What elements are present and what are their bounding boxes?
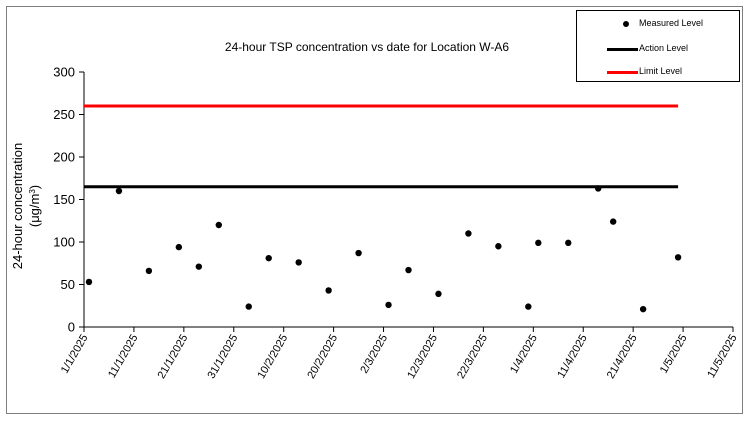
data-point [535,239,542,247]
y-tick-label: 250 [53,107,75,122]
y-tick-label: 50 [61,277,75,292]
x-tick-label: 11/5/2025 [705,333,739,381]
y-axis-title-line1: 24-hour concentration [10,143,25,269]
y-tick-label: 0 [68,320,75,335]
x-tick-label: 22/3/2025 [455,333,490,381]
data-point [195,263,203,270]
legend-line-marker [607,48,638,51]
x-tick-label: 10/2/2025 [255,333,290,381]
legend-dot-marker [623,21,629,27]
data-point [674,254,682,261]
data-point [405,266,412,274]
legend-item-measured: Measured Level [577,17,739,31]
data-point [145,267,153,275]
y-tick-label: 100 [53,235,75,250]
x-tick-label: 2/3/2025 [358,333,390,376]
legend-item-limit: Limit Level [577,65,739,79]
data-point [355,249,362,257]
data-point [215,221,222,229]
data-point [325,287,332,294]
x-tick-label: 1/1/2025 [59,333,91,376]
data-point [495,243,502,250]
data-point [295,259,302,266]
legend-label: Limit Level [639,66,683,76]
y-tick-label: 150 [53,192,75,207]
legend-label: Action Level [639,43,689,53]
legend-item-action: Action Level [577,42,739,56]
data-point [265,254,272,262]
data-point [85,278,93,286]
y-tick-label: 300 [53,65,75,80]
x-tick-label: 11/4/2025 [555,333,589,381]
chart-title: 24-hour TSP concentration vs date for Lo… [225,40,509,54]
x-tick-label: 21/4/2025 [605,333,640,381]
x-tick-label: 1/5/2025 [658,333,690,376]
data-point [639,305,647,313]
y-axis-title: 24-hour concentration (μg/m3) [10,143,42,269]
legend: Measured Level Action Level Limit Level [576,10,740,82]
data-point [609,218,617,225]
y-tick-label: 200 [53,150,75,165]
data-point [465,230,472,237]
y-axis-title-line2: (μg/m3) [27,185,42,227]
legend-label: Measured Level [639,18,704,28]
x-tick-label: 21/1/2025 [156,333,191,381]
x-tick-label: 20/2/2025 [305,333,340,381]
data-point [115,187,123,195]
data-point [435,290,442,298]
x-tick-label: 12/3/2025 [405,333,440,381]
data-point [245,303,252,310]
data-point [385,301,392,309]
data-point [565,239,572,247]
data-point [525,303,532,310]
plot-area: 0 50 100 150 200 250 300 1/1/2025 11/1/2025 21/1/… [53,65,739,381]
data-point [175,243,183,251]
x-tick-label: 1/4/2025 [508,333,540,376]
x-tick-label: 11/1/2025 [106,333,140,381]
x-tick-label: 31/1/2025 [206,333,241,381]
legend-line-marker [607,71,638,74]
